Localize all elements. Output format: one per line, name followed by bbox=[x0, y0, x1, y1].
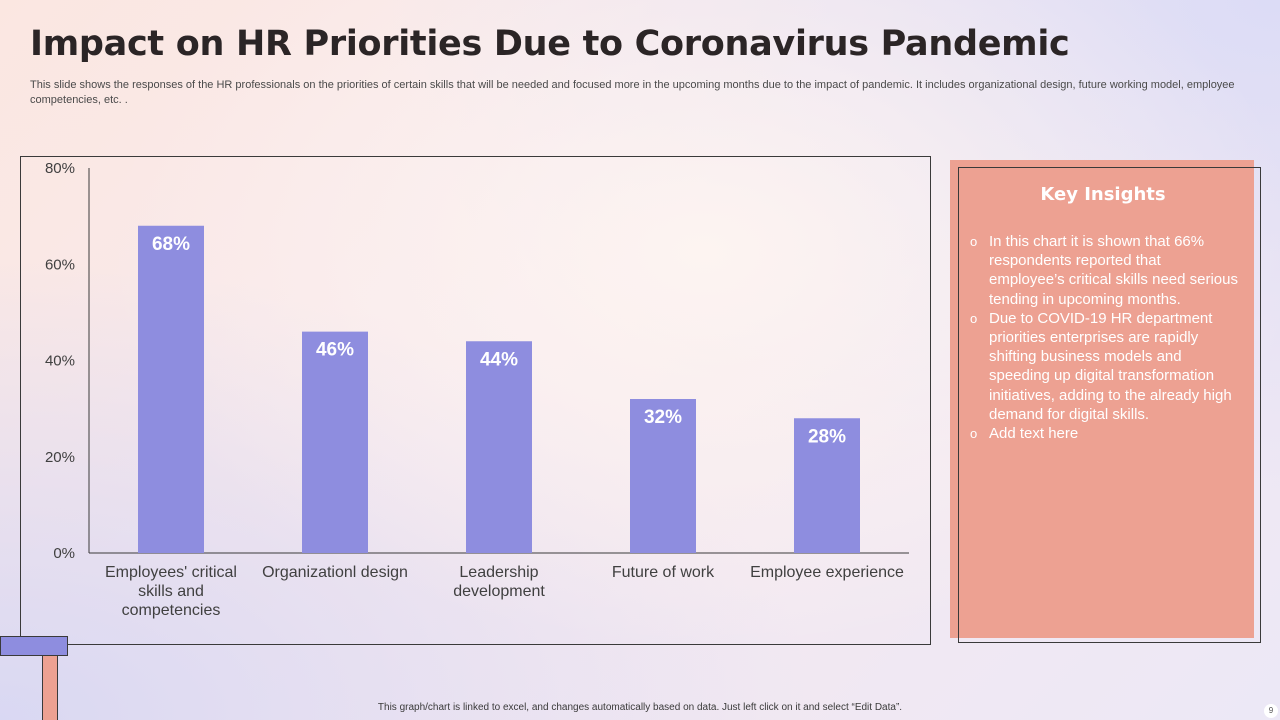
insight-text: Add text here bbox=[989, 425, 1079, 443]
x-tick-label: development bbox=[453, 583, 545, 600]
data-label: 46% bbox=[316, 340, 354, 361]
bar bbox=[630, 399, 696, 553]
bullet-icon: o bbox=[970, 234, 978, 249]
x-tick-label: competencies bbox=[122, 602, 221, 619]
insight-item: o Due to COVID-19 HR department prioriti… bbox=[968, 309, 1238, 424]
y-tick-label: 0% bbox=[53, 545, 75, 562]
bar bbox=[302, 331, 368, 553]
slide-subtitle: This slide shows the responses of the HR… bbox=[30, 79, 1235, 106]
chart-frame bbox=[20, 156, 931, 645]
bar bbox=[138, 225, 204, 553]
y-tick-label: 20% bbox=[45, 449, 75, 466]
data-label: 44% bbox=[480, 349, 518, 370]
bar bbox=[466, 341, 532, 553]
x-tick-label: skills and bbox=[138, 583, 204, 600]
x-tick-label: Employee experience bbox=[750, 564, 904, 581]
x-tick-label: Employees' critical bbox=[105, 564, 237, 581]
insights-frame bbox=[958, 167, 1261, 643]
data-label: 32% bbox=[644, 407, 682, 428]
data-label: 68% bbox=[152, 234, 190, 255]
insight-item: o In this chart it is shown that 66% res… bbox=[968, 232, 1238, 309]
bar-chart: 0% 20% 40% 60% 80% 68% Employees' critical skil… bbox=[45, 160, 909, 619]
slide-title: Impact on HR Priorities Due to Coronavir… bbox=[30, 24, 1070, 64]
footer-note: This graph/chart is linked to excel, and… bbox=[377, 702, 903, 713]
bullet-icon: o bbox=[970, 310, 978, 326]
y-tick-label: 60% bbox=[45, 256, 75, 273]
insight-text: In this chart it is shown that 66% respo… bbox=[989, 233, 1238, 308]
bar bbox=[794, 418, 860, 553]
decorative-stem bbox=[42, 656, 58, 720]
insight-text: Due to COVID-19 HR department priorities… bbox=[989, 309, 1232, 423]
x-tick-label: Future of work bbox=[612, 564, 715, 581]
x-tick-label: Leadership bbox=[459, 564, 538, 581]
insights-title: Key Insights bbox=[1040, 184, 1166, 205]
insights-panel bbox=[950, 160, 1254, 638]
data-label: 28% bbox=[808, 426, 846, 447]
x-tick-label: Organizationl design bbox=[262, 564, 408, 581]
y-tick-label: 40% bbox=[45, 353, 75, 370]
decorative-bar bbox=[0, 636, 68, 656]
y-tick-label: 80% bbox=[45, 160, 75, 177]
bullet-icon: o bbox=[970, 426, 978, 442]
insight-item: o Add text here bbox=[968, 424, 1238, 443]
page-number: 9 bbox=[1264, 704, 1278, 718]
insights-list: o In this chart it is shown that 66% res… bbox=[968, 232, 1238, 443]
